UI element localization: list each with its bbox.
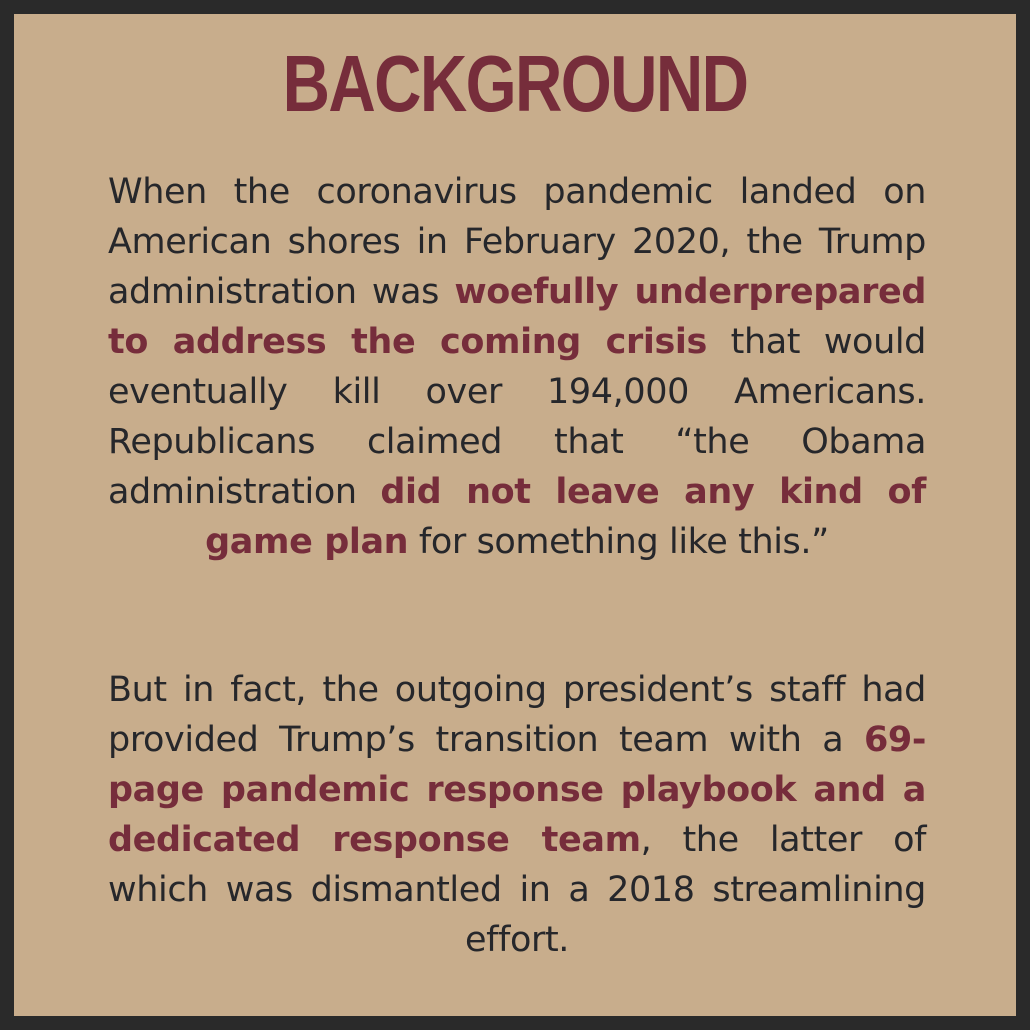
- paragraph-1-text-1: When the coronavirus pandemic landed on …: [108, 172, 926, 312]
- background-card: BACKGROUND When the coronavirus pandemic…: [14, 14, 1016, 1016]
- paragraph-1: When the coronavirus pandemic landed on …: [108, 167, 926, 567]
- paragraph-2-text-1: But in fact, the outgoing president’s st…: [108, 670, 926, 760]
- paragraph-1-highlight-2: did not leave any kind of game plan: [205, 472, 927, 562]
- paragraph-2-text-2: , the latter of which was dismantled in …: [108, 820, 927, 960]
- paragraph-2-highlight-1: 69-page pandemic response playbook and a…: [108, 720, 926, 860]
- paragraph-2: But in fact, the outgoing president’s st…: [108, 665, 926, 965]
- paragraph-1-highlight-1: woefully underprepared to address the co…: [108, 272, 926, 362]
- page-title: BACKGROUND: [282, 39, 749, 128]
- paragraph-1-text-3: for something like this.”: [408, 522, 829, 562]
- paragraph-1-text-2: that would eventually kill over 194,000 …: [108, 322, 926, 512]
